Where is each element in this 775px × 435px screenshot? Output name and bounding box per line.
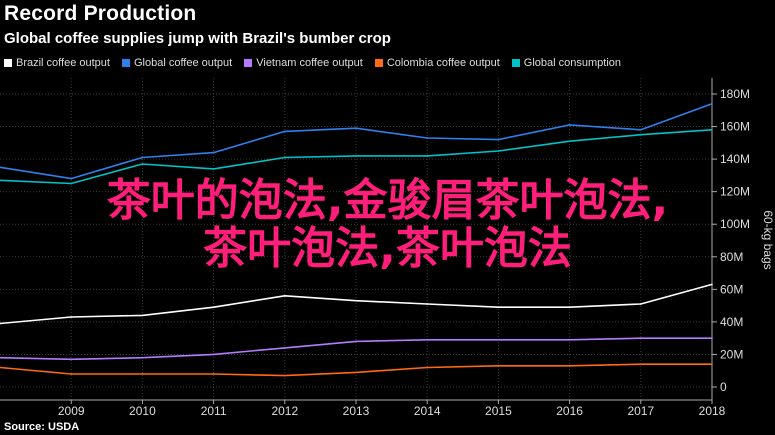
legend-label-global-output: Global coffee output (133, 57, 233, 69)
data-point-colombia-coffee-output-2012 (284, 374, 286, 377)
y-tick-label-0: 0 (720, 380, 727, 394)
data-point-global-coffee-output-2009 (70, 177, 72, 180)
legend-swatch-global-output (121, 59, 130, 67)
data-point-global-consumption-2016 (568, 140, 571, 143)
legend-item-global-output: Global coffee output (121, 57, 233, 69)
x-tick-label-2012: 2012 (271, 404, 298, 418)
data-point-colombia-coffee-output-2018 (711, 363, 713, 366)
data-point-brazil-coffee-output-2009 (70, 316, 72, 318)
legend-item-consumption: Global consumption (511, 57, 622, 69)
legend-item-colombia: Colombia coffee output (374, 57, 500, 69)
x-tick-label-2011: 2011 (201, 404, 227, 418)
source-note: Source: USDA (4, 421, 80, 433)
data-point-global-coffee-output-2015 (497, 138, 500, 141)
data-point-brazil-coffee-output-2016 (568, 306, 571, 309)
data-point-colombia-coffee-output-2013 (355, 371, 357, 374)
data-point-colombia-coffee-output-2017 (640, 363, 642, 366)
y-tick-label-180M: 180M (720, 87, 750, 101)
y-tick-label-60M: 60M (720, 282, 743, 296)
legend-label-consumption: Global consumption (523, 57, 622, 69)
y-tick-label-160M: 160M (720, 120, 750, 134)
legend-item-brazil: Brazil coffee output (4, 57, 110, 69)
data-point-brazil-coffee-output-2011 (212, 306, 215, 309)
legend-label-brazil: Brazil coffee output (16, 57, 110, 69)
data-point-vietnam-coffee-output-2013 (355, 340, 357, 343)
chart-title: Record Production (4, 2, 197, 25)
data-point-global-consumption-2012 (284, 156, 286, 159)
data-point-global-coffee-output-2014 (426, 137, 429, 139)
data-point-global-consumption-2009 (70, 182, 72, 185)
data-point-global-coffee-output-2018 (711, 102, 713, 105)
data-point-vietnam-coffee-output-2009 (70, 358, 72, 361)
x-tick-label-2009: 2009 (58, 404, 85, 418)
data-point-colombia-coffee-output-2010 (141, 373, 144, 375)
data-point-brazil-coffee-output-2014 (426, 303, 429, 305)
data-point-global-consumption-2015 (497, 150, 500, 152)
y-tick-label-140M: 140M (720, 152, 750, 166)
data-point-global-consumption-2018 (711, 129, 713, 131)
x-tick-label-2016: 2016 (556, 404, 583, 418)
data-point-global-coffee-output-2013 (355, 127, 357, 129)
y-tick-label-100M: 100M (720, 217, 750, 231)
y-tick-label-80M: 80M (720, 250, 743, 264)
x-tick-label-2014: 2014 (414, 404, 441, 418)
data-point-brazil-coffee-output-2010 (141, 314, 144, 317)
x-tick-label-2015: 2015 (485, 404, 512, 418)
legend-label-vietnam: Vietnam coffee output (256, 57, 363, 69)
data-point-vietnam-coffee-output-2012 (284, 347, 286, 349)
data-point-global-coffee-output-2010 (141, 156, 144, 159)
data-point-colombia-coffee-output-2011 (212, 373, 215, 375)
data-point-vietnam-coffee-output-2014 (426, 338, 429, 341)
legend-swatch-vietnam (244, 59, 253, 67)
data-point-brazil-coffee-output-2018 (711, 283, 713, 286)
data-point-global-consumption-2011 (212, 168, 215, 170)
legend-swatch-consumption (511, 59, 520, 67)
legend-item-vietnam: Vietnam coffee output (244, 57, 363, 69)
data-point-brazil-coffee-output-2012 (284, 295, 286, 297)
data-point-global-coffee-output-2017 (640, 129, 642, 131)
data-point-brazil-coffee-output-2015 (497, 306, 500, 309)
legend-label-colombia: Colombia coffee output (386, 57, 500, 69)
data-point-vietnam-coffee-output-2016 (568, 338, 571, 341)
data-point-global-consumption-2013 (355, 155, 357, 157)
data-point-global-coffee-output-2011 (212, 151, 215, 154)
y-axis-title: 60-kg bags (761, 210, 775, 269)
data-point-global-consumption-2014 (426, 155, 429, 157)
data-point-brazil-coffee-output-2008 (0, 322, 1, 325)
data-point-global-coffee-output-2012 (284, 130, 286, 133)
x-tick-label-2010: 2010 (129, 404, 156, 418)
data-point-global-consumption-2017 (640, 133, 642, 136)
legend-swatch-colombia (374, 59, 383, 67)
legend-swatch-brazil (4, 59, 12, 67)
x-tick-label-2013: 2013 (343, 404, 370, 418)
data-point-vietnam-coffee-output-2015 (497, 338, 500, 341)
data-point-colombia-coffee-output-2015 (497, 365, 500, 367)
data-point-colombia-coffee-output-2016 (568, 365, 571, 367)
data-point-global-consumption-2008 (0, 179, 1, 182)
data-point-vietnam-coffee-output-2010 (141, 356, 144, 359)
data-point-vietnam-coffee-output-2018 (711, 337, 713, 339)
data-point-global-coffee-output-2016 (568, 124, 571, 126)
overlay-caption-line-2: 茶叶泡法,茶叶泡法 (203, 223, 572, 274)
legend: Brazil coffee output Global coffee outpu… (4, 57, 621, 69)
data-point-colombia-coffee-output-2008 (0, 366, 1, 369)
data-point-colombia-coffee-output-2009 (70, 373, 72, 375)
data-point-colombia-coffee-output-2014 (426, 366, 429, 369)
x-tick-label-2018: 2018 (699, 404, 726, 418)
overlay-caption-line-1: 茶叶的泡法,金骏眉茶叶泡法, (106, 175, 669, 226)
y-tick-label-120M: 120M (720, 185, 750, 199)
data-point-brazil-coffee-output-2013 (355, 299, 357, 302)
data-point-vietnam-coffee-output-2011 (212, 353, 215, 356)
chart-subtitle: Global coffee supplies jump with Brazil'… (4, 30, 391, 47)
y-tick-label-20M: 20M (720, 347, 743, 361)
data-point-global-coffee-output-2008 (0, 166, 1, 169)
data-point-vietnam-coffee-output-2008 (0, 356, 1, 359)
data-point-global-consumption-2010 (141, 163, 144, 165)
data-point-brazil-coffee-output-2017 (640, 303, 642, 305)
y-tick-label-40M: 40M (720, 315, 743, 329)
data-point-vietnam-coffee-output-2017 (640, 337, 642, 339)
x-tick-label-2017: 2017 (627, 404, 654, 418)
